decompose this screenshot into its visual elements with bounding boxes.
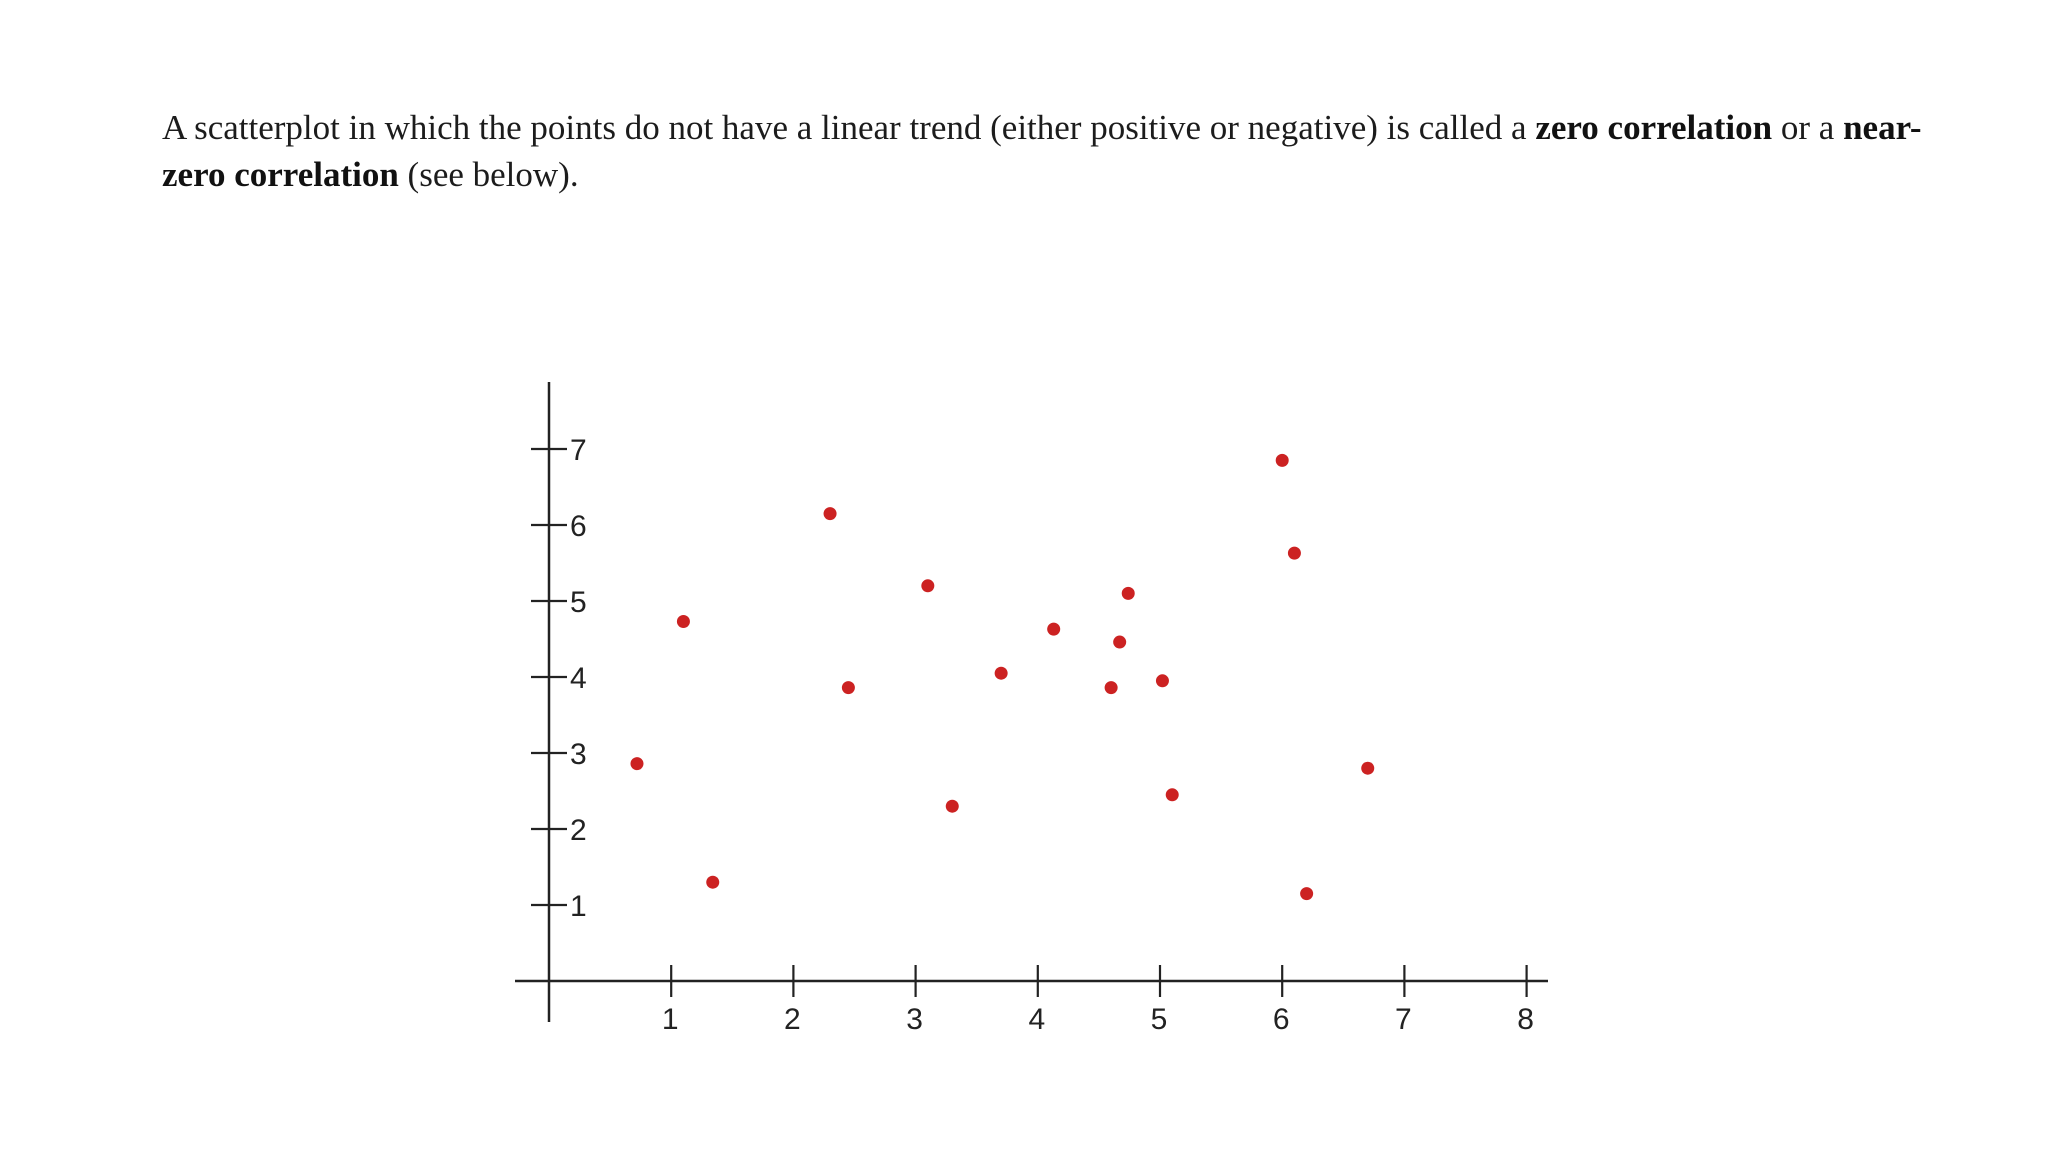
- scatter-point: [1113, 635, 1127, 649]
- description-paragraph: A scatterplot in which the points do not…: [162, 104, 1922, 198]
- x-axis-ticks: 1 2 3 4 5 6 7 8: [662, 965, 1534, 1036]
- x-tick-label: 8: [1517, 1003, 1534, 1036]
- term-zero-correlation: zero correlation: [1535, 108, 1773, 147]
- y-tick-label: 4: [570, 662, 587, 695]
- x-tick-label: 7: [1395, 1003, 1412, 1036]
- y-tick-label: 3: [570, 738, 587, 771]
- text-part-1: A scatterplot in which the points do not…: [162, 108, 1536, 147]
- scatter-point: [1121, 586, 1135, 600]
- y-tick-label: 7: [570, 434, 587, 467]
- scatter-point: [1104, 681, 1118, 695]
- scatter-point: [630, 757, 644, 771]
- scatter-point: [1047, 622, 1061, 636]
- y-tick-label: 2: [570, 814, 587, 847]
- scatter-point: [1155, 674, 1169, 688]
- x-tick-label: 5: [1151, 1003, 1168, 1036]
- scatter-point: [823, 507, 837, 521]
- x-tick-label: 6: [1273, 1003, 1290, 1036]
- scatter-point: [1287, 546, 1301, 560]
- x-tick-label: 2: [784, 1003, 801, 1036]
- scatter-point: [945, 799, 959, 813]
- text-part-2: or a: [1772, 108, 1844, 147]
- data-points: [630, 453, 1375, 901]
- scatter-point: [1165, 788, 1179, 802]
- x-tick-label: 3: [906, 1003, 923, 1036]
- text-part-3: (see below).: [398, 155, 579, 194]
- scatter-point: [921, 579, 935, 593]
- scatter-point: [1275, 453, 1289, 467]
- y-tick-label: 5: [570, 586, 587, 619]
- scatter-point: [841, 681, 855, 695]
- scatter-point: [994, 666, 1008, 680]
- term-near-zero-correlation: near-zero correlation: [162, 108, 1922, 194]
- scatter-point: [1300, 887, 1314, 901]
- x-tick-label: 1: [662, 1003, 679, 1036]
- y-axis-ticks: 1 2 3 4 5 6 7: [531, 434, 587, 923]
- scatter-point: [676, 615, 690, 629]
- y-tick-label: 1: [570, 890, 587, 923]
- x-tick-label: 4: [1028, 1003, 1045, 1036]
- scatter-point: [706, 875, 720, 889]
- y-tick-label: 6: [570, 510, 587, 543]
- scatter-point: [1361, 761, 1375, 775]
